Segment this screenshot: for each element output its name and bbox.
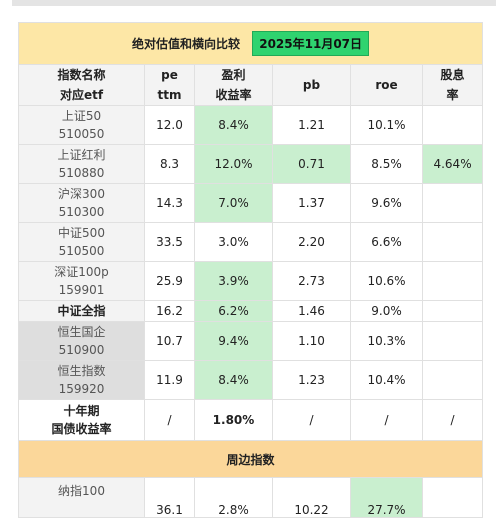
bond-row: 十年期 国债收益率 / 1.80% / / / (18, 399, 484, 441)
pb-cell: 2.73 (272, 261, 351, 301)
dividend-cell (421, 360, 484, 400)
window-edge (12, 0, 496, 6)
roe-cell: 10.4% (350, 360, 423, 400)
dividend-cell (421, 477, 484, 518)
yield-cell: 2.8% (194, 477, 273, 518)
dividend-cell (421, 105, 484, 145)
yield-cell: 9.4% (194, 321, 273, 361)
index-name-cell: 中证500 510500 (18, 222, 145, 262)
title-row: 绝对估值和横向比较 2025年11月07日 (17, 22, 484, 65)
pe-cell: 16.2 (144, 300, 195, 322)
table-row: 中证500 510500 33.5 3.0% 2.20 6.6% (18, 222, 484, 262)
bond-dividend-cell: / (421, 399, 484, 441)
pb-cell: 1.23 (272, 360, 351, 400)
yield-cell: 12.0% (194, 144, 273, 184)
valuation-table: 绝对估值和横向比较 2025年11月07日 指数名称 对应etf pe ttm 盈利… (17, 22, 484, 518)
bond-pe-cell: / (144, 399, 195, 441)
pe-cell: 11.9 (144, 360, 195, 400)
index-name-cell: 恒生指数 159920 (18, 360, 145, 400)
pb-cell: 10.22 (272, 477, 351, 518)
roe-cell: 10.1% (350, 105, 423, 145)
bond-roe-cell: / (350, 399, 423, 441)
pb-cell: 0.71 (272, 144, 351, 184)
header-yield: 盈利 收益率 (194, 64, 273, 106)
header-row: 指数名称 对应etf pe ttm 盈利 收益率 pb roe 股息率 (18, 64, 484, 106)
table-row: 深证100p 159901 25.9 3.9% 2.73 10.6% (18, 261, 484, 301)
dividend-cell (421, 261, 484, 301)
yield-cell: 6.2% (194, 300, 273, 322)
pe-cell: 25.9 (144, 261, 195, 301)
bond-pb-cell: / (272, 399, 351, 441)
index-name-cell: 上证红利 510880 (18, 144, 145, 184)
roe-cell: 10.3% (350, 321, 423, 361)
table-row: 恒生国企 510900 10.7 9.4% 1.10 10.3% (18, 321, 484, 361)
pe-cell: 8.3 (144, 144, 195, 184)
bond-yield-cell: 1.80% (194, 399, 273, 441)
yield-cell: 8.4% (194, 105, 273, 145)
date-badge: 2025年11月07日 (252, 31, 370, 56)
section-row: 周边指数 (17, 440, 484, 478)
title-cell: 绝对估值和横向比较 2025年11月07日 (17, 22, 484, 65)
pe-cell: 12.0 (144, 105, 195, 145)
pb-cell: 1.46 (272, 300, 351, 322)
header-name: 指数名称 对应etf (18, 64, 145, 106)
roe-cell: 9.0% (350, 300, 423, 322)
pb-cell: 1.10 (272, 321, 351, 361)
pe-cell: 10.7 (144, 321, 195, 361)
index-name-cell: 上证50 510050 (18, 105, 145, 145)
dividend-cell (421, 222, 484, 262)
dividend-cell (421, 321, 484, 361)
dividend-cell: 4.64% (421, 144, 484, 184)
dividend-cell (421, 300, 484, 322)
header-pb: pb (272, 64, 351, 106)
table-row: 上证红利 510880 8.3 12.0% 0.71 8.5% 4.64% (18, 144, 484, 184)
yield-cell: 3.0% (194, 222, 273, 262)
table-title: 绝对估值和横向比较 (132, 37, 241, 51)
yield-cell: 3.9% (194, 261, 273, 301)
table-row: 纳指100 36.1 2.8% 10.22 27.7% (18, 477, 484, 518)
yield-cell: 7.0% (194, 183, 273, 223)
roe-cell: 8.5% (350, 144, 423, 184)
header-dividend: 股息率 (421, 64, 484, 106)
roe-cell: 6.6% (350, 222, 423, 262)
bond-name-cell: 十年期 国债收益率 (18, 399, 145, 441)
pb-cell: 1.21 (272, 105, 351, 145)
pb-cell: 1.37 (272, 183, 351, 223)
index-name-cell: 中证全指 (18, 300, 145, 322)
index-name-cell: 沪深300 510300 (18, 183, 145, 223)
header-pe: pe ttm (144, 64, 195, 106)
table-row: 沪深300 510300 14.3 7.0% 1.37 9.6% (18, 183, 484, 223)
yield-cell: 8.4% (194, 360, 273, 400)
pe-cell: 33.5 (144, 222, 195, 262)
pe-cell: 14.3 (144, 183, 195, 223)
roe-cell: 10.6% (350, 261, 423, 301)
roe-cell: 27.7% (350, 477, 423, 518)
pe-cell: 36.1 (144, 477, 195, 518)
section-title: 周边指数 (17, 440, 484, 478)
pb-cell: 2.20 (272, 222, 351, 262)
header-roe: roe (350, 64, 423, 106)
roe-cell: 9.6% (350, 183, 423, 223)
index-name-cell: 深证100p 159901 (18, 261, 145, 301)
index-name-cell: 恒生国企 510900 (18, 321, 145, 361)
dividend-cell (421, 183, 484, 223)
table-row: 恒生指数 159920 11.9 8.4% 1.23 10.4% (18, 360, 484, 400)
table-row: 中证全指 16.2 6.2% 1.46 9.0% (18, 300, 484, 322)
index-name-cell: 纳指100 (18, 477, 145, 518)
table-row: 上证50 510050 12.0 8.4% 1.21 10.1% (18, 105, 484, 145)
